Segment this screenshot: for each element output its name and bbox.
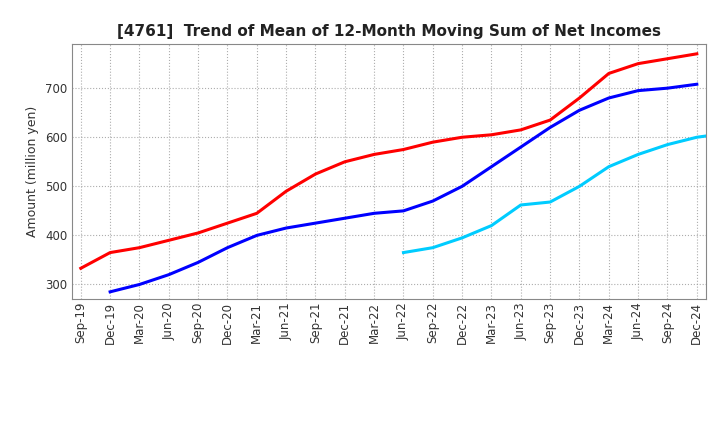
Y-axis label: Amount (million yen): Amount (million yen) bbox=[27, 106, 40, 237]
Legend: 3 Years, 5 Years, 7 Years, 10 Years: 3 Years, 5 Years, 7 Years, 10 Years bbox=[197, 438, 580, 440]
Title: [4761]  Trend of Mean of 12-Month Moving Sum of Net Incomes: [4761] Trend of Mean of 12-Month Moving … bbox=[117, 24, 661, 39]
